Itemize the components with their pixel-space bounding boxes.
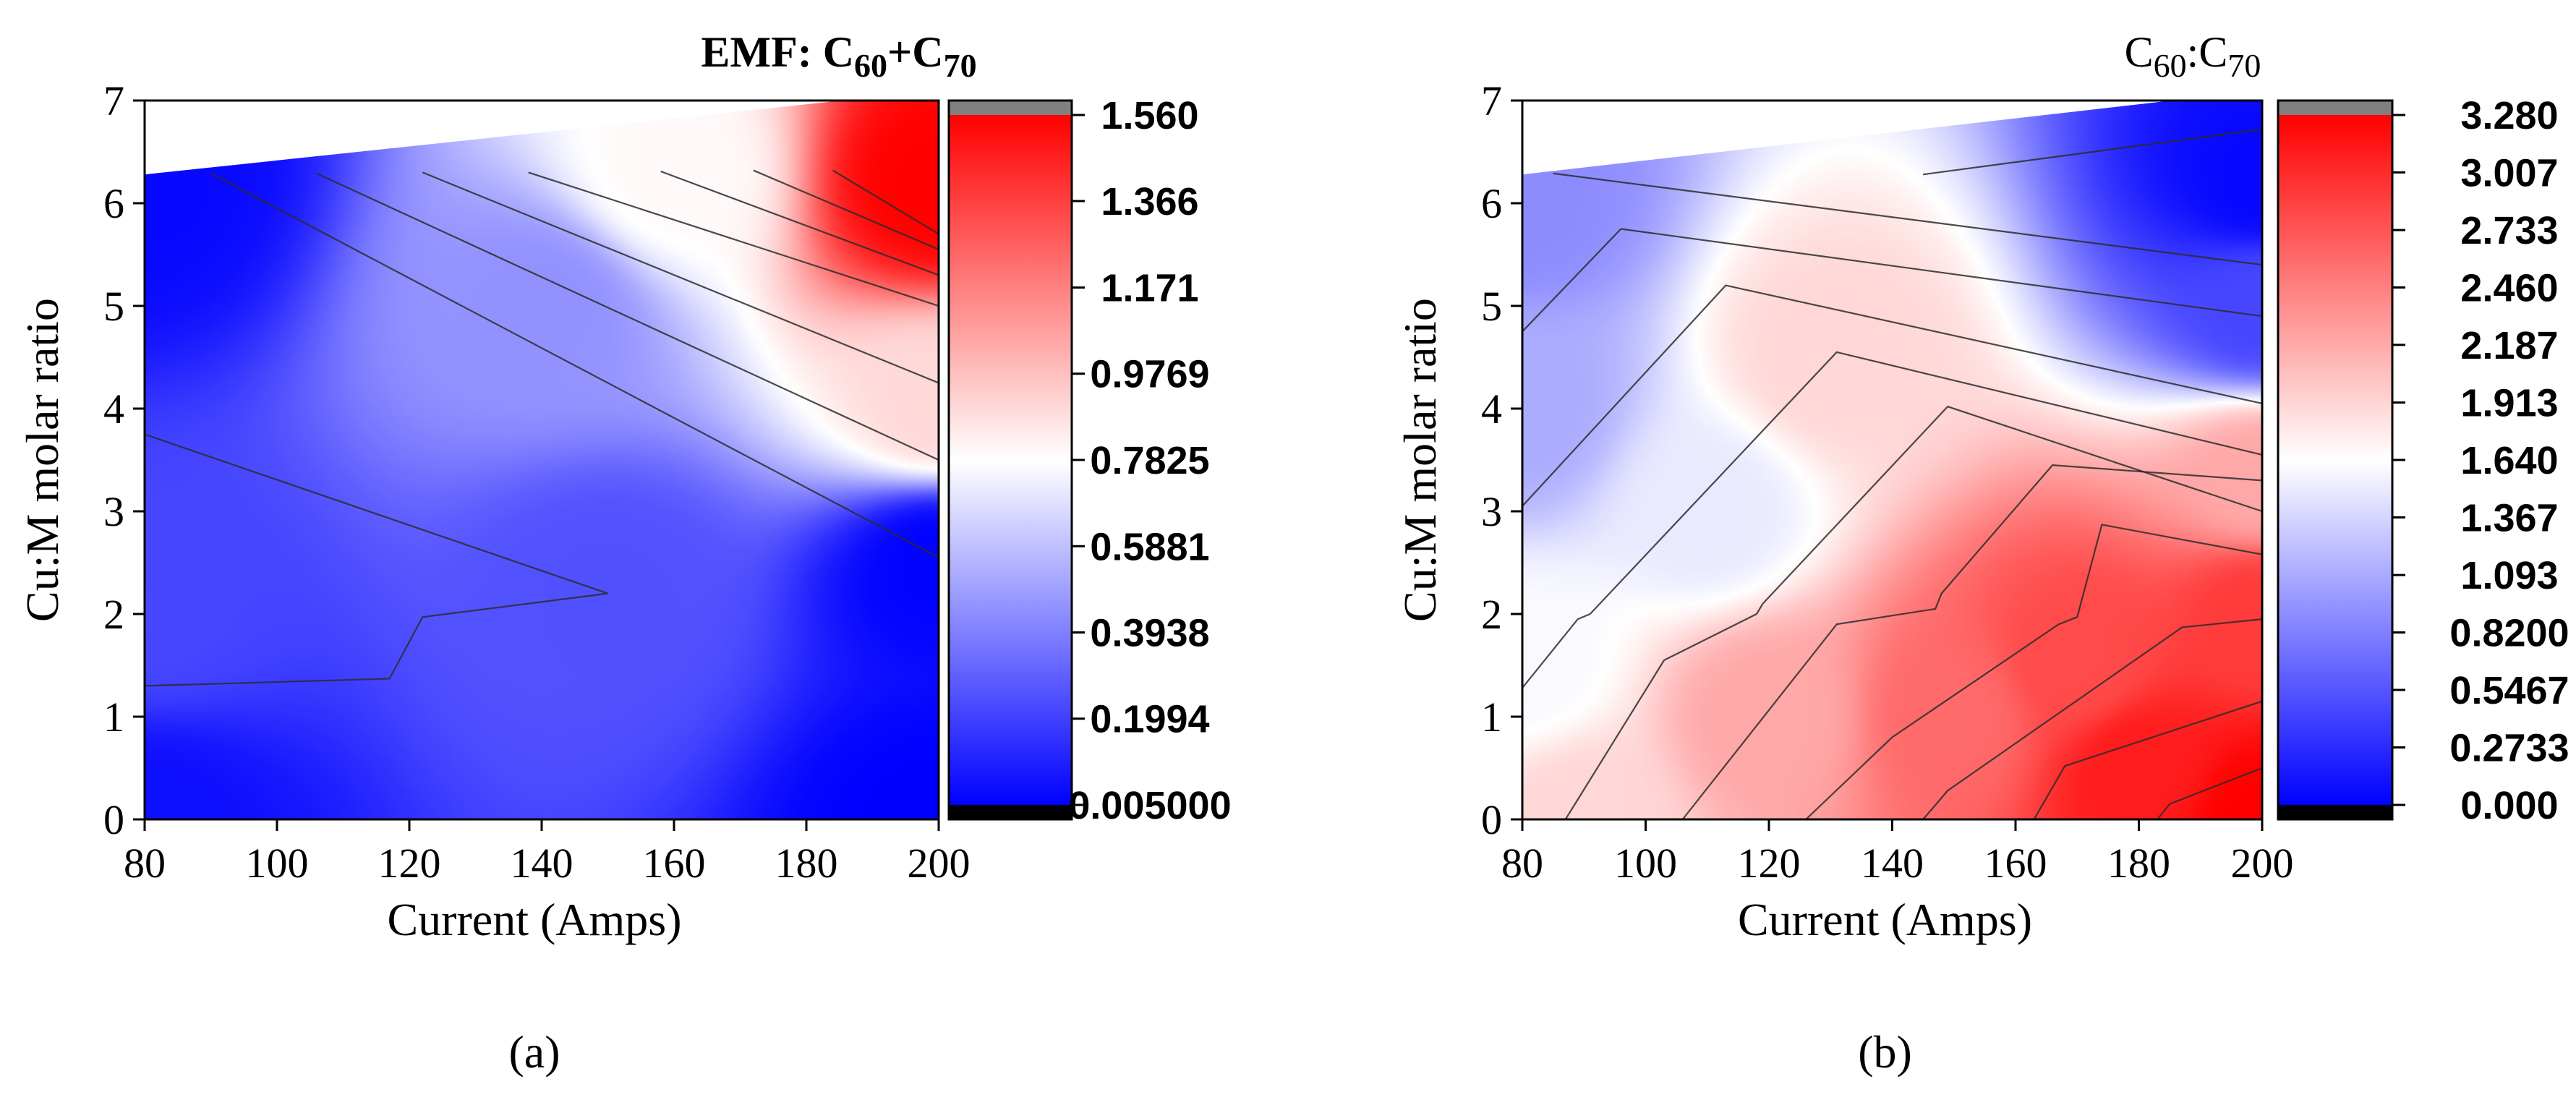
y-tick-label: 1	[1481, 694, 1502, 741]
contour-line	[832, 169, 939, 235]
colorbar-tick-label: 2.187	[2460, 324, 2558, 367]
contour-lines	[1522, 128, 2262, 820]
colorbar-tick-label: 0.8200	[2449, 612, 2569, 655]
colorbar-tick-label: 0.1994	[1090, 698, 1209, 741]
chart-panel-b: 80 100 120 140 160 180 200 0 1 2 3 4 5 6 7 Current (Amp…	[1394, 28, 2569, 1078]
contour-line	[2033, 700, 2262, 820]
x-tick-label: 120	[1738, 840, 1801, 887]
contour-line	[660, 170, 939, 276]
colorbar-tick-label: 0.9769	[1090, 353, 1209, 396]
colorbar: 0.005000 0.1994 0.3938 0.5881 0.7825 0.9769 1.…	[947, 94, 1232, 827]
colorbar-tick-label: 0.000	[2460, 784, 2558, 827]
heatmap-field	[1522, 101, 2262, 819]
chart-panel-a: 80 100 120 140 160 180 200 0 1 2 3 4 5 6 7 Current (Amp…	[17, 28, 1232, 1078]
y-tick-label: 5	[103, 283, 124, 330]
colorbar-tick-label: 1.171	[1101, 267, 1198, 310]
contour-line	[1522, 228, 2262, 333]
x-tick-label: 200	[2231, 840, 2294, 887]
chart-title: EMF: C60+C70	[701, 28, 976, 84]
colorbar-tick-label: 3.280	[2460, 94, 2558, 137]
x-tick-label: 80	[124, 840, 166, 887]
y-tick-label: 6	[103, 180, 124, 227]
contour-line	[1805, 524, 2262, 820]
y-tick-label: 2	[1481, 591, 1502, 638]
colorbar-tick-label: 0.005000	[1068, 784, 1231, 827]
y-tick-label: 0	[1481, 796, 1502, 843]
x-tick-label: 100	[1614, 840, 1677, 887]
colorbar-gradient	[949, 115, 1072, 805]
y-tick-label: 3	[103, 488, 124, 535]
x-tick-label: 160	[643, 840, 706, 887]
colorbar-tick-label: 1.913	[2460, 382, 2558, 425]
colorbar: 0.000 0.2733 0.5467 0.8200 1.093 1.367 1.640 1.…	[2277, 94, 2569, 827]
colorbar-tick-label: 2.733	[2460, 209, 2558, 252]
colorbar-tick-label: 1.640	[2460, 439, 2558, 482]
colorbar-gradient	[2278, 115, 2392, 805]
colorbar-tick-label: 0.5467	[2449, 669, 2569, 712]
contour-line	[1522, 351, 2262, 688]
contour-line	[2157, 767, 2262, 820]
y-tick-label: 4	[103, 385, 124, 432]
contour-line	[1522, 284, 2262, 507]
y-tick-label: 7	[103, 77, 124, 124]
y-tick-label: 1	[103, 694, 124, 741]
colorbar-tick-label: 2.460	[2460, 267, 2558, 310]
colorbar-tick-label: 0.5881	[1090, 525, 1209, 568]
x-axis-label: Current (Amps)	[387, 894, 681, 945]
y-axis-label: Cu:M molar ratio	[17, 298, 68, 622]
y-tick-label: 6	[1481, 180, 1502, 227]
panel-label: (a)	[508, 1026, 560, 1078]
y-tick-label: 2	[103, 591, 124, 638]
heatmap-field	[145, 101, 939, 819]
contour-line	[1564, 405, 2262, 820]
contour-line	[210, 172, 939, 558]
panel-label: (b)	[1858, 1026, 1912, 1078]
contour-line	[145, 433, 608, 687]
colorbar-under-swatch	[949, 805, 1072, 819]
x-tick-label: 100	[246, 840, 309, 887]
x-tick-label: 120	[378, 840, 441, 887]
colorbar-tick-label: 1.093	[2460, 554, 2558, 597]
contour-line	[1922, 128, 2262, 176]
y-tick-label: 7	[1481, 77, 1502, 124]
colorbar-tick-label: 3.007	[2460, 151, 2558, 195]
x-tick-label: 180	[2107, 840, 2170, 887]
colorbar-tick-label: 0.2733	[2449, 727, 2569, 770]
contour-line	[1922, 618, 2262, 820]
y-axis-label: Cu:M molar ratio	[1394, 298, 1446, 622]
y-tick-label: 3	[1481, 488, 1502, 535]
colorbar-tick-label: 0.7825	[1090, 439, 1209, 482]
x-tick-label: 140	[511, 840, 573, 887]
x-tick-label: 160	[1984, 840, 2047, 887]
y-tick-label: 4	[1481, 385, 1502, 432]
x-tick-label: 140	[1861, 840, 1924, 887]
y-tick-label: 5	[1481, 283, 1502, 330]
contour-line	[316, 172, 939, 461]
contour-line	[1553, 172, 2262, 266]
colorbar-over-swatch	[949, 101, 1072, 115]
colorbar-under-swatch	[2278, 805, 2392, 819]
contour-lines	[145, 169, 939, 687]
colorbar-tick-label: 0.3938	[1090, 611, 1209, 654]
contour-line	[1681, 464, 2262, 820]
colorbar-tick-label: 1.560	[1101, 94, 1198, 137]
colorbar-over-swatch	[2278, 101, 2392, 115]
chart-title: C60:C70	[2125, 28, 2261, 84]
x-tick-label: 80	[1501, 840, 1543, 887]
contour-line	[528, 171, 939, 307]
x-axis-label: Current (Amps)	[1738, 894, 2032, 945]
y-tick-label: 0	[103, 796, 124, 843]
colorbar-tick-label: 1.367	[2460, 496, 2558, 540]
contour-line	[753, 169, 939, 250]
x-tick-label: 200	[908, 840, 971, 887]
colorbar-tick-label: 1.366	[1101, 180, 1198, 223]
contour-line	[422, 171, 939, 384]
x-tick-label: 180	[775, 840, 838, 887]
